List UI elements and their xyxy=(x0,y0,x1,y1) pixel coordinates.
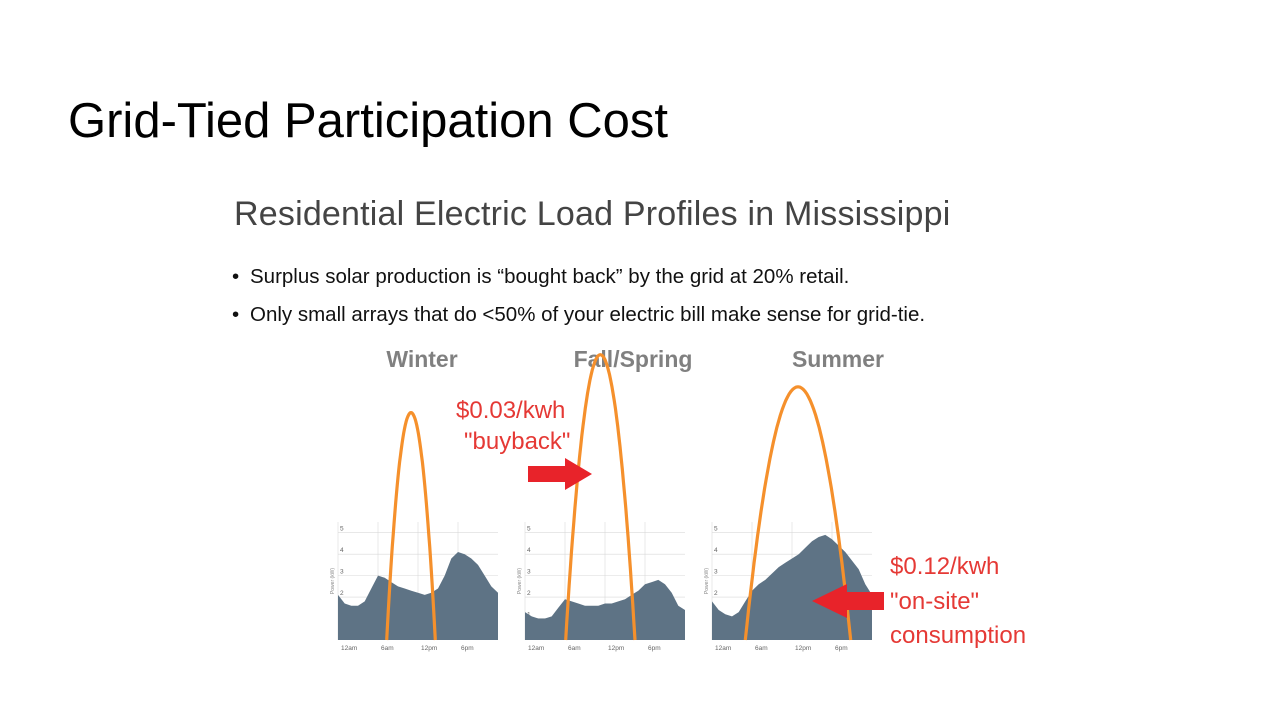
y-axis-label: Power (kW) xyxy=(517,568,523,594)
y-tick-label: 4 xyxy=(340,547,344,554)
x-tick-label: 6pm xyxy=(648,645,661,652)
bullet-item: • Only small arrays that do <50% of your … xyxy=(232,296,925,334)
load-area xyxy=(338,552,498,640)
bullet-text: Only small arrays that do <50% of your e… xyxy=(250,303,926,326)
season-title: Winter xyxy=(386,346,457,372)
solar-production-curve xyxy=(385,411,437,641)
onsite-arrow-icon xyxy=(812,584,884,618)
x-tick-label: 12pm xyxy=(421,645,437,652)
bullet-list: • Surplus solar production is “bought bac… xyxy=(232,258,925,334)
slide-title: Grid-Tied Participation Cost xyxy=(68,94,669,148)
onsite-price-label: $0.12/kwh xyxy=(890,553,999,580)
solar-production-curve xyxy=(743,385,853,641)
x-tick-label: 12pm xyxy=(608,645,624,652)
chart-panel-summer: Summer1234512am6am12pm6pmPower (kW) xyxy=(704,346,884,652)
load-area xyxy=(712,534,872,640)
y-tick-label: 5 xyxy=(714,526,718,533)
x-tick-label: 12am xyxy=(341,645,357,652)
y-axis-label: Power (kW) xyxy=(330,568,336,594)
y-tick-label: 2 xyxy=(714,590,718,597)
buyback-arrow-icon xyxy=(528,458,592,490)
bullet-dot-icon: • xyxy=(232,265,240,288)
y-tick-label: 4 xyxy=(714,547,718,554)
y-tick-label: 5 xyxy=(340,526,344,533)
y-tick-label: 3 xyxy=(527,569,531,576)
y-tick-label: 4 xyxy=(527,547,531,554)
figure-subtitle: Residential Electric Load Profiles in Mi… xyxy=(234,195,951,233)
x-tick-label: 12am xyxy=(528,645,544,652)
consumption-label: consumption xyxy=(890,622,1026,649)
x-tick-label: 6am xyxy=(568,645,581,652)
x-tick-label: 12am xyxy=(715,645,731,652)
bullet-dot-icon: • xyxy=(232,303,240,326)
bullet-text: Surplus solar production is “bought back… xyxy=(250,265,850,288)
chart-panel-winter: Winter1234512am6am12pm6pmPower (kW) xyxy=(330,346,498,652)
x-tick-label: 6pm xyxy=(461,645,474,652)
bullet-item: • Surplus solar production is “bought bac… xyxy=(232,258,925,296)
buyback-label: "buyback" xyxy=(464,428,570,455)
x-tick-label: 6pm xyxy=(835,645,848,652)
chart-panel-fall-spring: Fall/Spring1234512am6am12pm6pmPower (kW) xyxy=(517,346,692,652)
onsite-label: "on-site" xyxy=(890,588,979,615)
season-title: Summer xyxy=(792,346,884,372)
y-axis-label: Power (kW) xyxy=(704,568,710,594)
chart-panels: Winter1234512am6am12pm6pmPower (kW)Fall/… xyxy=(330,346,884,652)
y-tick-label: 3 xyxy=(340,569,344,576)
x-tick-label: 6am xyxy=(755,645,768,652)
buyback-price-label: $0.03/kwh xyxy=(456,397,565,424)
y-tick-label: 2 xyxy=(340,590,344,597)
y-tick-label: 3 xyxy=(714,569,718,576)
y-tick-label: 5 xyxy=(527,526,531,533)
y-tick-label: 2 xyxy=(527,590,531,597)
x-tick-label: 6am xyxy=(381,645,394,652)
x-tick-label: 12pm xyxy=(795,645,811,652)
